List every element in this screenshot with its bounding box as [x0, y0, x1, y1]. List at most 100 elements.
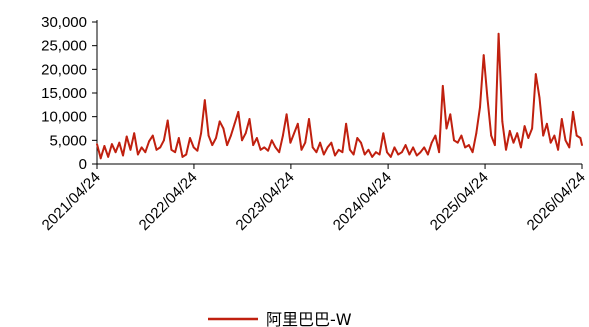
data-point [531, 127, 533, 130]
data-point [579, 137, 582, 139]
y-tick-label: 25,000 [41, 38, 87, 55]
y-axis: 0 5,000 10,000 15,000 20,000 25,000 30,000 [41, 14, 98, 173]
data-point [248, 118, 251, 120]
data-point [441, 85, 444, 87]
data-point [200, 132, 203, 135]
data-point [274, 146, 277, 149]
data-point [155, 148, 158, 151]
data-point [233, 122, 236, 125]
data-point [118, 141, 121, 144]
data-point [319, 141, 322, 144]
data-point [572, 111, 574, 113]
data-point [192, 146, 195, 149]
data-point [311, 146, 314, 149]
data-point [255, 137, 258, 139]
data-point [371, 156, 374, 158]
data-point [505, 148, 507, 151]
data-point [207, 134, 210, 137]
data-point [229, 134, 232, 137]
data-point [189, 137, 191, 139]
data-point [382, 132, 385, 135]
data-point [133, 132, 136, 135]
y-tick-label: 30,000 [41, 14, 87, 31]
data-point [360, 141, 362, 144]
data-point [412, 146, 414, 149]
data-point [174, 151, 176, 154]
data-point [140, 146, 143, 149]
data-point [278, 151, 281, 154]
data-point [430, 141, 433, 144]
data-point [560, 118, 563, 120]
data-point [374, 151, 377, 154]
y-tick-label: 15,000 [41, 85, 87, 102]
data-point [330, 141, 333, 144]
data-point [438, 151, 441, 154]
data-point [523, 125, 526, 128]
data-point [304, 141, 307, 144]
data-point [107, 156, 110, 158]
data-point [252, 144, 255, 146]
data-point [471, 151, 474, 154]
data-point [99, 157, 102, 160]
data-point [96, 143, 98, 146]
legend-label: 阿里巴巴-W [266, 310, 352, 327]
data-point [215, 137, 217, 139]
data-point [527, 137, 530, 139]
data-point [322, 153, 325, 156]
data-point [449, 113, 452, 116]
data-point [493, 144, 496, 146]
data-point [486, 96, 489, 99]
data-point [137, 153, 139, 156]
plot-area [96, 32, 583, 160]
data-point [218, 120, 221, 123]
data-point [103, 145, 106, 147]
y-tick-label: 20,000 [41, 61, 87, 78]
data-point [315, 151, 318, 154]
data-point [348, 148, 351, 151]
data-point [534, 73, 537, 75]
data-point [267, 149, 269, 152]
data-point [122, 154, 124, 157]
data-point [475, 132, 478, 135]
data-point [512, 141, 515, 144]
data-point [241, 139, 243, 142]
data-point [151, 134, 154, 137]
data-point [211, 144, 214, 146]
x-tick-label: 2026/04/24 [524, 169, 589, 234]
data-point [581, 144, 583, 146]
y-tick-label: 0 [79, 156, 87, 173]
data-point [546, 122, 548, 125]
data-point [125, 135, 128, 138]
data-point [393, 146, 396, 149]
data-point [296, 122, 299, 125]
data-point [363, 153, 366, 156]
data-point [456, 141, 459, 144]
data-point [181, 156, 184, 158]
data-point [397, 153, 400, 156]
data-point [300, 148, 303, 151]
data-point [557, 148, 559, 151]
data-point [244, 132, 247, 135]
data-point [427, 153, 429, 156]
data-point [222, 127, 225, 130]
x-axis: 2021/04/24 2022/04/24 2023/04/24 2024/04/24… [39, 163, 589, 234]
data-point [497, 32, 500, 35]
data-point [345, 122, 348, 125]
data-point [386, 151, 388, 154]
data-point [553, 134, 556, 137]
data-point [226, 144, 229, 146]
data-point [352, 153, 355, 156]
data-point [508, 129, 511, 132]
data-point [445, 127, 448, 130]
data-point [568, 146, 571, 149]
data-point [259, 148, 262, 151]
data-point [401, 151, 403, 154]
data-point [237, 111, 240, 113]
data-point [419, 151, 422, 154]
data-point [282, 134, 284, 137]
y-tick-label: 10,000 [41, 109, 87, 126]
series-line [96, 32, 583, 160]
x-tick-label: 2021/04/24 [39, 169, 104, 234]
data-point [490, 134, 493, 137]
